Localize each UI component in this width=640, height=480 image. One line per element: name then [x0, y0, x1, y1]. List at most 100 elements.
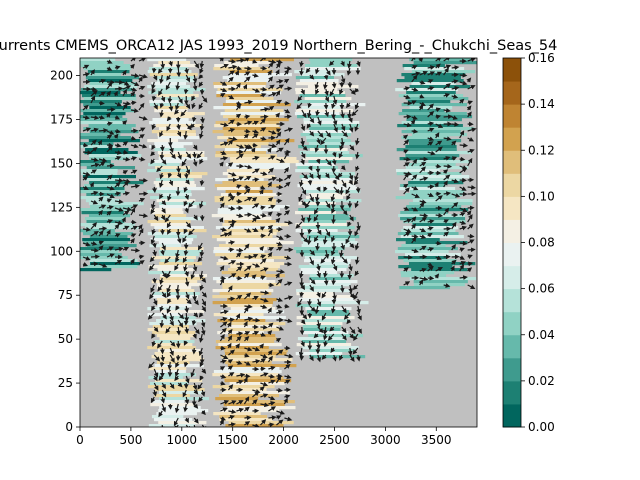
current-arrow — [341, 333, 347, 341]
band-cell — [305, 67, 361, 71]
current-arrow — [106, 81, 113, 90]
band-cell — [407, 100, 451, 104]
current-arrow — [411, 100, 417, 105]
current-arrow — [467, 261, 474, 267]
current-arrow — [267, 62, 274, 69]
current-arrow — [309, 256, 314, 266]
current-arrow — [295, 221, 303, 229]
current-arrow — [252, 168, 260, 174]
current-arrow — [164, 256, 171, 264]
current-arrow — [349, 242, 355, 249]
current-arrow — [175, 256, 180, 263]
band-cell — [409, 277, 477, 281]
band-cell — [413, 61, 477, 65]
current-arrow — [268, 130, 277, 135]
current-arrow — [260, 127, 267, 132]
current-arrow — [419, 161, 427, 167]
current-arrow — [331, 207, 336, 214]
colorbar-segment — [503, 196, 521, 220]
current-arrow — [185, 375, 190, 384]
current-arrow — [276, 297, 284, 302]
current-arrow — [467, 239, 475, 244]
band-cell — [308, 334, 364, 338]
current-arrow — [161, 207, 166, 214]
current-arrow — [316, 319, 321, 329]
current-arrow — [184, 396, 190, 405]
band-cell — [214, 64, 259, 68]
band-cell — [397, 247, 458, 251]
current-arrow — [443, 191, 452, 196]
band-cell — [160, 316, 196, 320]
band-cell — [213, 370, 282, 374]
current-arrow — [252, 295, 259, 301]
band-cell — [297, 184, 356, 188]
current-arrow — [451, 244, 456, 251]
band-cell — [301, 238, 355, 242]
current-arrow — [165, 326, 171, 334]
current-arrow — [320, 256, 327, 264]
band-cell — [152, 400, 185, 404]
current-arrow — [333, 123, 338, 133]
current-arrow — [260, 358, 267, 364]
current-arrow — [427, 226, 434, 231]
current-arrow — [236, 360, 243, 365]
current-arrow — [201, 424, 208, 427]
band-cell — [151, 211, 184, 215]
band-cell — [217, 208, 280, 212]
current-arrow — [184, 312, 189, 323]
current-arrow — [332, 354, 337, 362]
current-arrow — [199, 270, 204, 280]
current-arrow — [244, 406, 250, 412]
band-cell — [156, 319, 206, 323]
band-cell — [80, 229, 115, 233]
current-arrow — [122, 246, 130, 252]
band-cell — [413, 280, 468, 284]
current-arrow — [443, 219, 450, 224]
current-arrow — [284, 364, 291, 370]
current-arrow — [201, 291, 207, 298]
band-cell — [217, 211, 263, 215]
current-arrow — [236, 294, 243, 300]
current-arrow — [419, 276, 429, 282]
band-cell — [89, 106, 131, 110]
current-arrow — [459, 264, 465, 272]
current-arrow — [98, 204, 107, 209]
current-arrow — [130, 233, 137, 238]
band-cell — [302, 346, 359, 350]
band-cell — [398, 265, 453, 269]
current-arrow — [228, 409, 237, 414]
band-cell — [222, 172, 269, 176]
band-cell — [217, 319, 266, 323]
band-cell — [148, 67, 188, 71]
band-cell — [149, 145, 184, 149]
band-cell — [413, 160, 471, 164]
band-cell — [303, 319, 351, 323]
current-arrow — [200, 326, 206, 336]
current-arrow — [228, 136, 238, 142]
current-arrow — [323, 186, 328, 192]
band-cell — [412, 199, 473, 203]
y-tick-label: 150 — [50, 156, 73, 170]
current-arrow — [183, 263, 188, 272]
current-arrow — [227, 285, 233, 293]
band-cell — [149, 208, 183, 212]
x-axis: 0 500 1000 1500 2000 2500 3000 3500 — [76, 427, 452, 447]
band-cell — [224, 352, 287, 356]
current-arrow — [82, 171, 91, 177]
band-cell — [405, 175, 470, 179]
current-arrow — [166, 305, 172, 314]
current-arrow — [106, 185, 115, 191]
band-cell — [224, 358, 293, 362]
current-arrow — [198, 312, 204, 318]
current-arrow — [435, 63, 441, 69]
current-arrow — [161, 312, 167, 320]
band-cell — [309, 214, 349, 218]
colorbar-tick-label: 0.08 — [528, 236, 555, 250]
band-cell — [300, 133, 351, 137]
y-tick-label: 100 — [50, 244, 73, 258]
current-arrow — [138, 73, 148, 79]
current-arrow — [122, 141, 129, 147]
current-arrow — [227, 192, 234, 197]
current-arrow — [184, 417, 189, 424]
band-cell — [400, 217, 466, 221]
